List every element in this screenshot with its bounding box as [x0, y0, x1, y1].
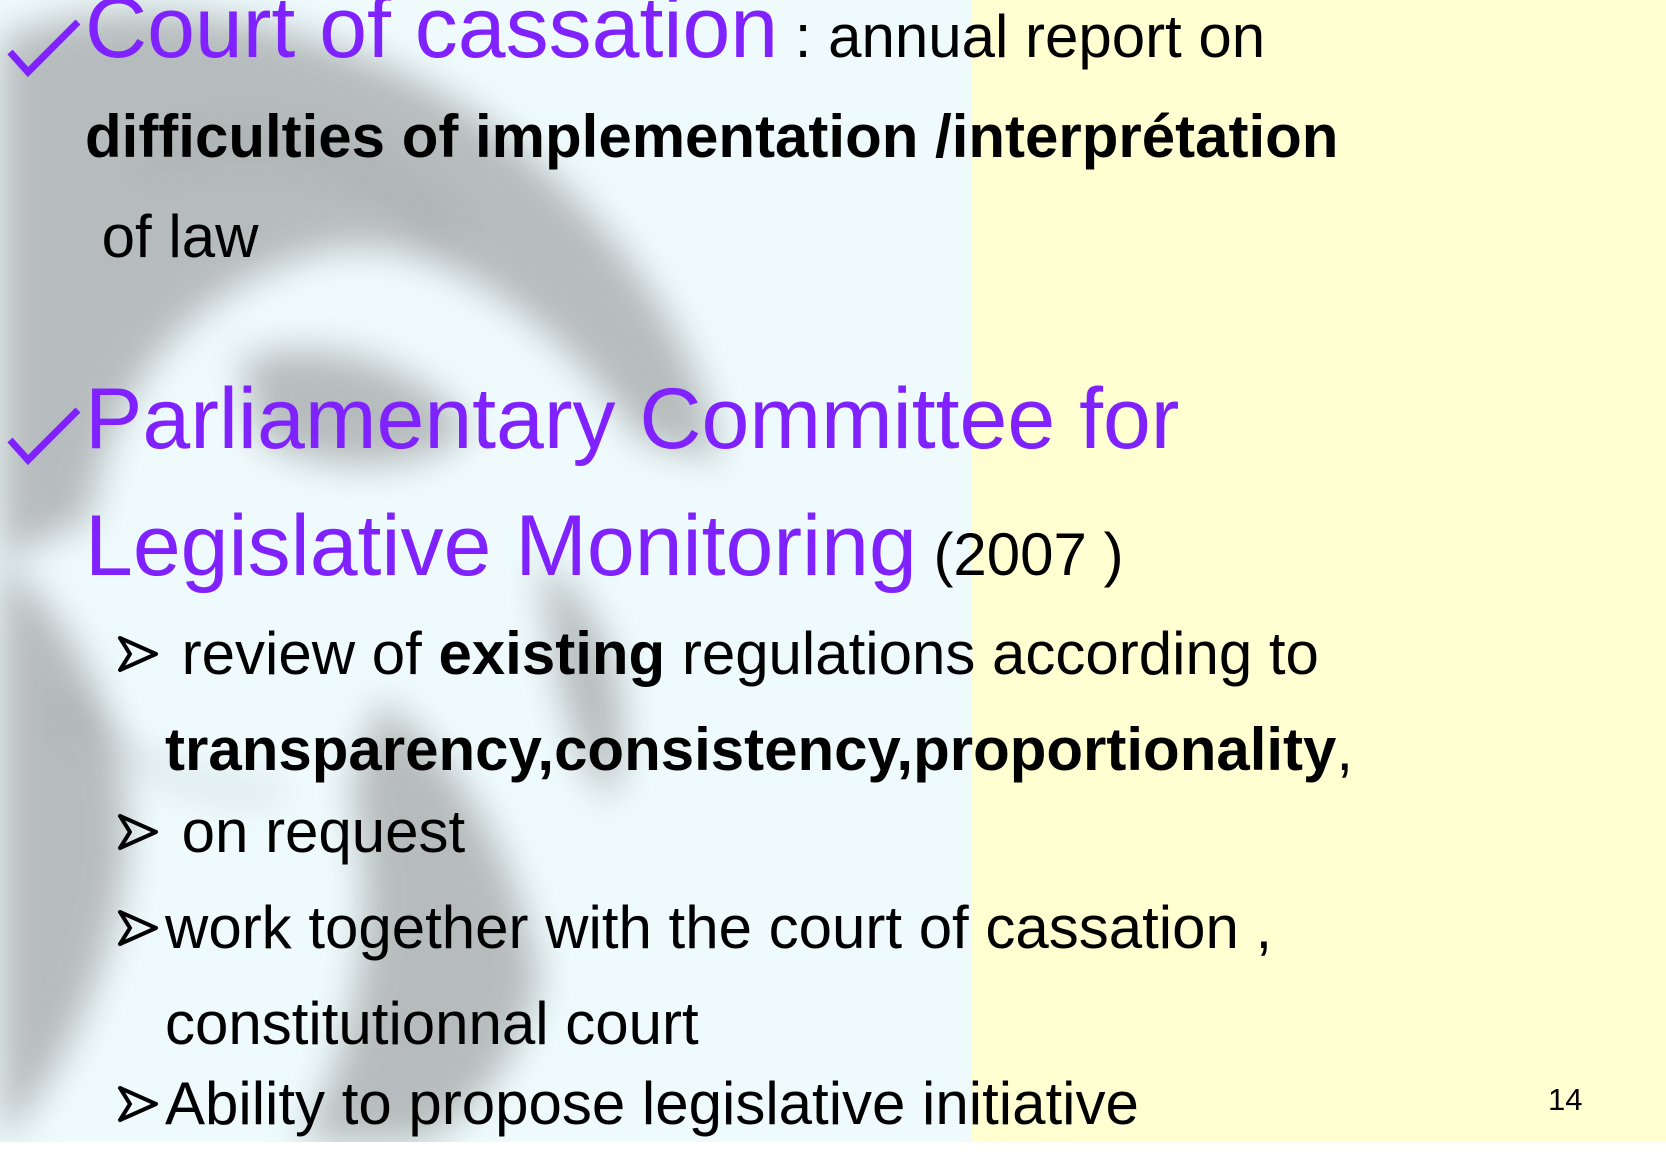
subitem: review of existing regulations according… — [165, 614, 1353, 806]
arrow-bullet — [116, 1084, 162, 1124]
subitem-text: work together with the court of cassatio… — [165, 894, 1272, 961]
subitem-text: , — [1336, 716, 1353, 783]
arrow-bullet — [116, 908, 162, 948]
subitem: work together with the court of cassatio… — [165, 888, 1272, 1080]
item: Parliamentary Committee for Legislative … — [85, 368, 1485, 622]
item: Court of cassation : annual report on di… — [85, 0, 1338, 295]
subitem: on request — [165, 792, 465, 888]
subitem-text: regulations according to — [665, 620, 1335, 687]
subitem-text: existing — [438, 620, 665, 687]
subitem-text: Ability to propose legislative initiativ… — [165, 1070, 1139, 1137]
arrow-bullet — [116, 634, 162, 674]
item-title: Court of cassation — [85, 0, 778, 76]
item-text: (2007 ) — [917, 521, 1124, 588]
check-bullet — [4, 406, 84, 466]
page-number: 14 — [1548, 1082, 1582, 1118]
slide: Court of cassation : annual report on di… — [0, 0, 1666, 1142]
item-text: of law — [85, 203, 258, 270]
subitem-text: on request — [165, 798, 465, 865]
subitem-text: review of — [165, 620, 438, 687]
item-text: : annual report on — [778, 3, 1282, 70]
check-bullet — [4, 18, 84, 78]
arrow-bullet — [116, 812, 162, 852]
item-text: difficulties of implementation /interpré… — [85, 103, 1338, 170]
subitem-text: constitutionnal court — [165, 990, 699, 1057]
subitem-text: transparency,consistency,proportionality — [165, 716, 1336, 783]
subitem: Ability to propose legislative initiativ… — [165, 1064, 1139, 1160]
